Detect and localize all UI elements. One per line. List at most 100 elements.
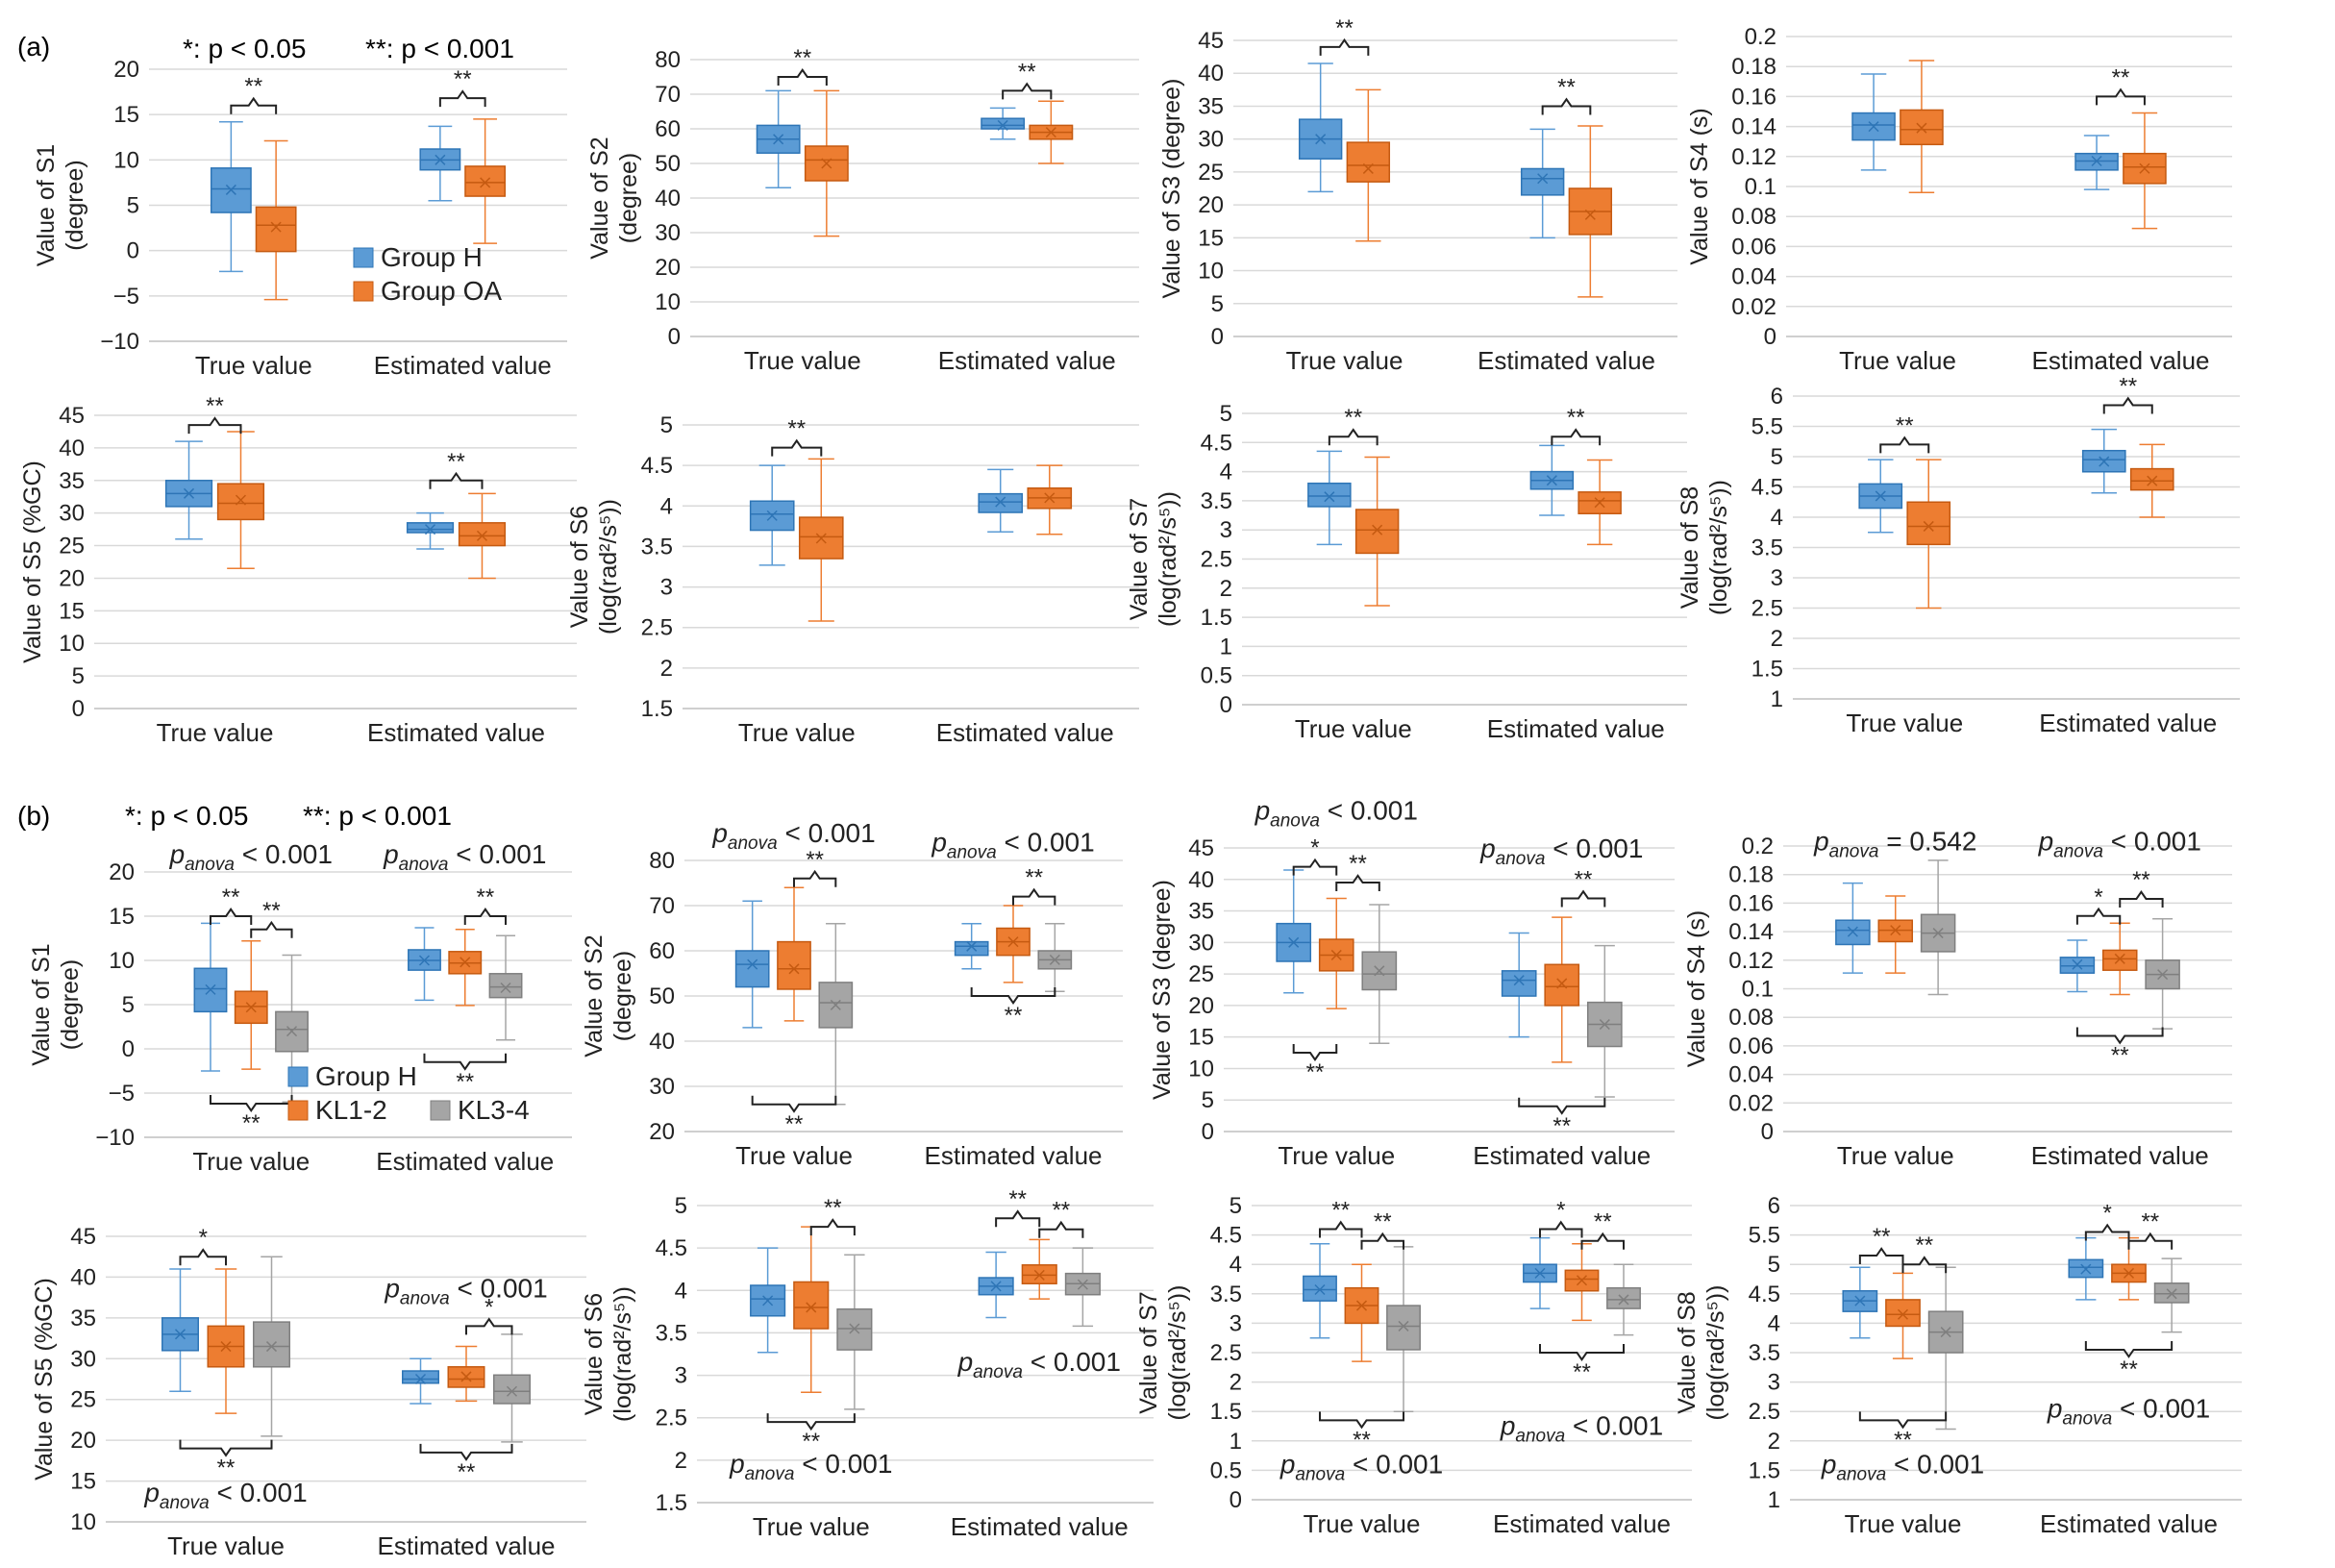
anova-label: panova < 0.001 xyxy=(169,839,333,875)
y-tick-label: 20 xyxy=(655,255,681,281)
anova-label: panova < 0.001 xyxy=(384,1274,547,1309)
y-tick-label: 0 xyxy=(1211,324,1224,350)
box-group_oa xyxy=(1885,1299,1921,1328)
y-tick-label: 40 xyxy=(1188,867,1214,893)
box-mean-marker xyxy=(830,999,841,1010)
significance-label: ** xyxy=(824,1195,842,1221)
significance-label: ** xyxy=(2132,867,2150,893)
anova-label: panova < 0.001 xyxy=(383,839,546,875)
x-category-label: True value xyxy=(753,1512,870,1541)
legend-label: Group H xyxy=(315,1061,417,1091)
y-tick-label: 0.12 xyxy=(1731,144,1776,170)
y-tick-label: 3.5 xyxy=(1749,1340,1780,1366)
y-tick-label: 70 xyxy=(649,893,675,919)
y-tick-label: 3.5 xyxy=(656,1320,687,1346)
box-mean-marker xyxy=(183,487,195,499)
y-tick-label: 40 xyxy=(59,436,85,461)
legend-label: Group OA xyxy=(381,276,502,306)
y-axis-label: (log(rad²/s⁵)) xyxy=(1155,491,1181,627)
x-category-label: Estimated value xyxy=(2040,1509,2218,1538)
significance-bracket xyxy=(209,908,253,925)
chart-a3: 0 5 10 15 20 25 30 35 40 45 Value of S3 (degree) Tr… xyxy=(1158,15,1677,375)
significance-label: * xyxy=(1556,1197,1565,1223)
significance-bracket xyxy=(250,920,293,938)
y-axis-label: Value of S2 xyxy=(586,137,613,259)
box-mean-marker xyxy=(1897,1308,1909,1320)
y-tick-label: 2 xyxy=(675,1448,687,1474)
x-category-label: True value xyxy=(1837,1141,1954,1170)
box-mean-marker xyxy=(966,940,978,952)
box-mean-marker xyxy=(1854,1295,1866,1307)
significance-bracket xyxy=(1292,1044,1338,1062)
box-kl34 xyxy=(1386,1305,1421,1351)
y-tick-label: 20 xyxy=(59,565,85,591)
y-tick-label: 20 xyxy=(109,859,135,885)
box-mean-marker xyxy=(265,1341,278,1353)
box-mean-marker xyxy=(174,1329,186,1340)
x-category-label: Estimated value xyxy=(1478,346,1655,375)
box-group_h xyxy=(734,950,770,988)
significance-label: ** xyxy=(1567,405,1585,431)
significance-bracket xyxy=(1318,1411,1405,1430)
box-mean-marker xyxy=(235,494,247,506)
box-group_oa xyxy=(777,940,811,990)
x-category-label: True value xyxy=(1846,709,1963,737)
box-group_h xyxy=(1303,1275,1337,1302)
chart-b7: 0 0.51 1.5 2 2.5 3 3.5 4 4.5 5 Value of S7 (log(rad… xyxy=(1135,1193,1692,1538)
y-tick-label: 0.02 xyxy=(1728,1090,1774,1116)
box-mean-marker xyxy=(2080,1263,2092,1275)
box-group_h xyxy=(1520,167,1565,196)
box-group_oa xyxy=(458,522,507,547)
anova-label: panova < 0.001 xyxy=(1479,834,1643,869)
y-tick-label: 40 xyxy=(649,1029,675,1055)
significance-bracket xyxy=(2075,1027,2164,1045)
significance-label: * xyxy=(2103,1201,2112,1227)
y-tick-label: 2 xyxy=(1230,1370,1242,1396)
y-tick-label: 0 xyxy=(1764,324,1776,350)
significance-bracket xyxy=(179,1439,273,1457)
box-mean-marker xyxy=(806,1302,817,1313)
significance-label: ** xyxy=(242,1110,261,1136)
significance-label: ** xyxy=(1557,74,1576,100)
box-mean-marker xyxy=(1594,497,1605,509)
legend-label: Group H xyxy=(381,242,483,272)
y-tick-label: 0.08 xyxy=(1728,1005,1774,1031)
significance-bracket xyxy=(1318,1220,1363,1238)
y-tick-label: 4 xyxy=(660,493,673,519)
box-mean-marker xyxy=(1513,975,1525,986)
chart-a1: −10 −5 0 5 10 15 20 Value of S1 (degree) True val… xyxy=(33,57,567,380)
y-tick-label: 3 xyxy=(1220,517,1232,543)
y-tick-label: 0.04 xyxy=(1731,264,1776,290)
y-tick-label: 0.5 xyxy=(1210,1457,1242,1483)
legend-swatch xyxy=(287,1100,309,1121)
y-axis-label: (log(rad²/s⁵)) xyxy=(595,499,622,635)
significance-bracket xyxy=(2102,396,2153,414)
y-axis-label: Value of S8 xyxy=(1677,486,1703,609)
significance-bracket xyxy=(2127,1232,2174,1250)
box-group_oa xyxy=(793,1281,830,1330)
box-group_oa xyxy=(464,165,507,197)
y-tick-label: 50 xyxy=(649,983,675,1009)
y-tick-label: 30 xyxy=(1188,930,1214,956)
significance-bracket xyxy=(1541,97,1592,115)
significance-bracket xyxy=(771,438,823,457)
y-tick-label: 0 xyxy=(72,696,85,722)
y-tick-label: 1.5 xyxy=(641,696,673,722)
panel-b-sig-note-2: **: p < 0.001 xyxy=(303,801,452,831)
box-mean-marker xyxy=(1546,475,1557,486)
box-mean-marker xyxy=(424,524,436,535)
y-tick-label: 1.5 xyxy=(1749,1457,1780,1483)
y-axis-label: (log(rad²/s⁵)) xyxy=(1705,480,1732,615)
y-tick-label: 0.16 xyxy=(1731,84,1776,110)
y-axis-label: Value of S8 xyxy=(1674,1291,1701,1413)
y-tick-label: 45 xyxy=(1188,835,1214,861)
box-group_h xyxy=(954,940,989,957)
anova-label: panova < 0.001 xyxy=(931,828,1094,863)
significance-label: * xyxy=(484,1294,493,1320)
chart-a8: 1 1.5 2 2.5 3 3.5 4 4.5 5 5.5 6 Value of S8 (log(rad… xyxy=(1677,373,2240,737)
y-tick-label: 3 xyxy=(1768,1370,1780,1396)
significance-bracket xyxy=(2119,889,2164,908)
y-tick-label: 2.5 xyxy=(1210,1340,1242,1366)
x-category-label: Estimated value xyxy=(374,351,552,380)
y-axis-label: (degree) xyxy=(57,959,84,1051)
